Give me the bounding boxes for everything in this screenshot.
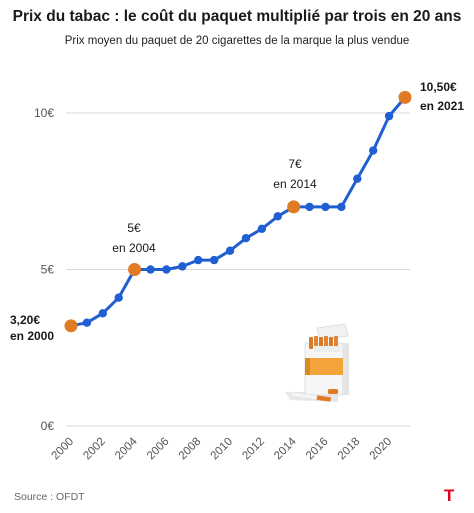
series-line bbox=[69, 95, 407, 328]
x-tick-label: 2020 bbox=[368, 436, 395, 463]
series-path bbox=[69, 95, 407, 328]
publisher-logo: T bbox=[444, 486, 455, 505]
chart-title: Prix du tabac : le coût du paquet multip… bbox=[12, 8, 462, 25]
data-point bbox=[82, 318, 92, 327]
highlight-value-label: 5€ bbox=[127, 221, 141, 235]
data-point bbox=[241, 234, 251, 243]
x-tick-label: 2014 bbox=[272, 435, 299, 462]
data-point bbox=[321, 202, 330, 212]
data-point bbox=[368, 146, 378, 155]
cigarette-pack-icon bbox=[285, 323, 349, 402]
x-tick-label: 2010 bbox=[209, 436, 236, 463]
data-point bbox=[353, 174, 362, 183]
data-point bbox=[257, 224, 267, 234]
x-tick-label: 2012 bbox=[240, 436, 267, 463]
data-point bbox=[194, 255, 203, 265]
gridlines bbox=[66, 112, 410, 427]
highlight-year-label: en 2014 bbox=[273, 177, 317, 191]
x-tick-label: 2006 bbox=[145, 436, 172, 463]
data-point bbox=[209, 255, 219, 265]
highlight-point bbox=[64, 319, 78, 333]
highlight-point bbox=[128, 263, 142, 276]
y-tick-label: 10€ bbox=[34, 106, 54, 120]
x-tick-label: 2000 bbox=[50, 436, 77, 463]
axes: 0€5€10€2000 2002 2004 2006 2008 2010 2012 2014 2… bbox=[34, 106, 394, 462]
data-point bbox=[98, 309, 108, 318]
x-tick-label: 2016 bbox=[304, 436, 331, 463]
highlight-labels: 3,20€ en 2000 5€ en 2004 7€ en 2014 10,50€ en 2… bbox=[10, 80, 464, 343]
highlight-point bbox=[398, 90, 412, 104]
data-point bbox=[178, 262, 187, 271]
data-point bbox=[114, 293, 123, 302]
x-tick-label: 2002 bbox=[81, 436, 108, 463]
highlight-year-label: en 2000 bbox=[10, 329, 54, 343]
chart-subtitle: Prix moyen du paquet de 20 cigarettes de… bbox=[64, 35, 410, 47]
x-tick-label: 2018 bbox=[336, 436, 363, 463]
highlight-year-label: en 2004 bbox=[112, 241, 156, 255]
x-tick-label: 2004 bbox=[113, 435, 140, 462]
data-point bbox=[225, 246, 235, 255]
highlight-value-label: 3,20€ bbox=[10, 313, 40, 327]
data-point bbox=[162, 265, 171, 274]
y-tick-label: 5€ bbox=[41, 263, 55, 277]
y-tick-label: 0€ bbox=[41, 419, 55, 433]
data-point bbox=[146, 265, 155, 274]
data-point bbox=[273, 212, 282, 221]
highlight-value-label: 7€ bbox=[288, 157, 302, 171]
source-note: Source : OFDT bbox=[14, 491, 85, 503]
highlight-point bbox=[287, 200, 301, 214]
data-point bbox=[305, 202, 314, 212]
x-tick-label: 2008 bbox=[177, 436, 204, 463]
data-point bbox=[337, 202, 346, 212]
highlight-value-label: 10,50€ bbox=[420, 80, 457, 94]
data-points bbox=[64, 90, 412, 333]
data-point bbox=[384, 111, 394, 121]
highlight-year-label: en 2021 bbox=[420, 99, 464, 113]
